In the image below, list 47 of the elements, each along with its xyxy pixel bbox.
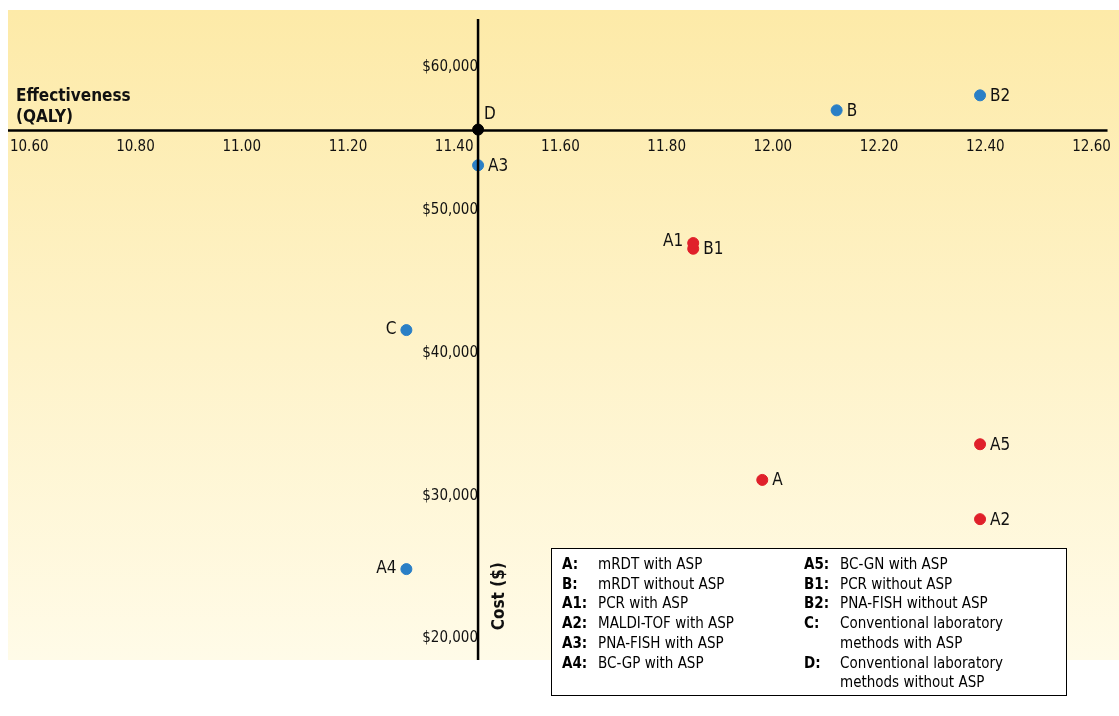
point [400, 324, 413, 337]
x-tick-label: 12.00 [753, 137, 793, 156]
y-tick-label: $20,000 [422, 628, 479, 647]
text: D: Conventional laboratory methods without ASP [804, 653, 1003, 692]
x-tick-label: 11.60 [541, 137, 580, 156]
point [400, 563, 413, 576]
point [756, 473, 769, 486]
series-label: A4 [376, 556, 397, 577]
y-axis-title: Cost ($) [488, 562, 509, 631]
x-tick-label: 12.60 [1072, 137, 1111, 156]
series-label: B2 [990, 84, 1011, 105]
x-tick-label: 12.40 [966, 137, 1005, 156]
annotation: A4: BC-GP with ASP [562, 653, 705, 674]
text: C: Conventional laboratory methods with ASP [804, 614, 1003, 652]
y-tick-label: $50,000 [422, 200, 479, 219]
series-label: B [846, 99, 858, 120]
text: A: mRDT with ASP [562, 555, 703, 573]
series-label: C [385, 317, 397, 338]
annotation: A2: MALDI-TOF with ASP [562, 614, 735, 634]
series-label: A1 [663, 230, 684, 251]
series-label: B1 [703, 238, 724, 259]
x-tick-label: 11.40 [434, 137, 474, 156]
x-tick-label: 10.80 [116, 137, 155, 156]
text: B: mRDT without ASP [562, 574, 725, 593]
x-tick-label: 11.00 [222, 137, 262, 156]
series-label: A2 [990, 508, 1011, 529]
point [974, 438, 987, 451]
x-tick-label: 12.20 [859, 137, 899, 156]
annotation: A5: BC-GN with ASP [804, 555, 949, 575]
y-tick-label: $40,000 [422, 342, 479, 361]
point [830, 104, 843, 117]
annotation: A1: PCR with ASP [562, 594, 690, 615]
annotation: A3: PNA-FISH with ASP [562, 633, 725, 654]
y-tick-label: $60,000 [422, 57, 479, 76]
series-label: D [484, 103, 496, 124]
x-tick-label: 11.20 [328, 137, 368, 156]
series-label: A5 [990, 433, 1011, 454]
y-tick-label: $30,000 [422, 485, 479, 504]
x-axis-title: Effectiveness (QALY) [16, 85, 131, 127]
point [974, 513, 987, 526]
point [974, 89, 987, 102]
x-tick-label: 10.60 [9, 137, 49, 156]
series-label: A3 [488, 154, 509, 175]
x-tick-label: 11.80 [647, 137, 686, 156]
annotation: B2: PNA-FISH without ASP [804, 594, 989, 615]
series-label: A [772, 469, 784, 490]
annotation: B1: PCR without ASP [804, 574, 954, 595]
